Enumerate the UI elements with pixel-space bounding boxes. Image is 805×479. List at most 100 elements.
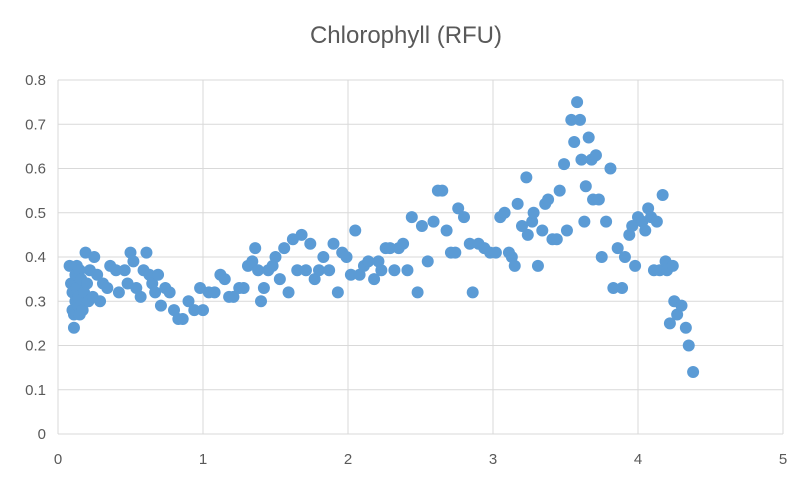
- data-point: [353, 268, 366, 281]
- data-point: [76, 304, 89, 317]
- data-point: [626, 220, 639, 233]
- data-point: [687, 366, 700, 379]
- data-point: [616, 281, 629, 294]
- data-point: [134, 290, 147, 303]
- data-point: [282, 286, 295, 299]
- y-tick-label: 0.1: [25, 382, 46, 399]
- data-point: [415, 220, 428, 233]
- data-point: [516, 220, 528, 233]
- data-point: [101, 281, 114, 294]
- y-axis-ticks: 0 0.1 0.2 0.3 0.4 0.5 0.6 0.7 0.8: [25, 72, 46, 443]
- y-tick-label: 0.7: [25, 116, 46, 133]
- data-point: [682, 339, 695, 352]
- data-point: [368, 273, 381, 286]
- data-point: [656, 189, 669, 202]
- data-point: [118, 264, 131, 277]
- data-point: [449, 246, 462, 259]
- y-tick-label: 0: [38, 426, 46, 443]
- data-point: [405, 211, 418, 224]
- data-point: [152, 268, 165, 281]
- y-tick-label: 0.6: [25, 161, 46, 178]
- data-point: [489, 246, 502, 259]
- data-point: [589, 149, 602, 162]
- y-tick-label: 0.2: [25, 338, 46, 355]
- data-point: [130, 281, 143, 294]
- data-point: [257, 281, 270, 294]
- data-point: [600, 215, 613, 228]
- data-point: [278, 242, 291, 255]
- data-point: [299, 264, 312, 277]
- data-point: [327, 237, 340, 250]
- data-point: [112, 286, 125, 299]
- data-point: [560, 224, 573, 237]
- data-point: [388, 264, 401, 277]
- data-point: [650, 215, 663, 228]
- data-point: [595, 251, 608, 263]
- data-point: [666, 259, 679, 272]
- data-point: [182, 295, 195, 308]
- data-point: [679, 321, 692, 334]
- x-tick-label: 5: [779, 451, 787, 468]
- data-point: [154, 299, 167, 312]
- y-tick-label: 0.3: [25, 293, 46, 310]
- y-tick-label: 0.4: [25, 249, 46, 266]
- data-point: [397, 237, 410, 250]
- data-point: [227, 290, 240, 303]
- data-point: [67, 321, 80, 334]
- x-tick-label: 2: [344, 451, 352, 468]
- data-point: [291, 264, 304, 277]
- data-point: [176, 312, 189, 325]
- data-point: [110, 264, 122, 277]
- data-point: [536, 224, 549, 237]
- data-point: [218, 273, 231, 286]
- data-point: [88, 251, 101, 263]
- data-point: [421, 255, 434, 268]
- data-point: [168, 304, 180, 317]
- data-point: [511, 197, 524, 210]
- x-tick-label: 1: [199, 451, 207, 468]
- data-point: [249, 242, 262, 255]
- data-point: [273, 273, 286, 286]
- data-point: [571, 96, 584, 109]
- data-point: [526, 215, 539, 228]
- y-tick-label: 0.5: [25, 205, 46, 222]
- data-point: [663, 317, 676, 330]
- data-point: [246, 255, 259, 268]
- data-point: [466, 286, 479, 299]
- data-point: [91, 268, 104, 281]
- data-point: [269, 251, 282, 263]
- data-point: [675, 299, 688, 312]
- data-point: [197, 304, 209, 317]
- data-point: [436, 184, 449, 197]
- data-point: [349, 224, 362, 237]
- data-point: [237, 281, 250, 294]
- data-point: [618, 251, 631, 263]
- data-point: [308, 273, 321, 286]
- data-point: [639, 224, 652, 237]
- data-point: [163, 286, 176, 299]
- data-point: [458, 211, 470, 224]
- data-point: [255, 295, 267, 308]
- data-point: [73, 264, 86, 277]
- data-point: [592, 193, 605, 206]
- data-point: [531, 259, 544, 272]
- data-point: [565, 113, 578, 126]
- data-point: [313, 264, 325, 277]
- data-point: [553, 184, 566, 197]
- data-point: [317, 251, 330, 263]
- data-point: [362, 255, 375, 268]
- data-point: [463, 237, 476, 250]
- data-point: [94, 295, 107, 308]
- data-point: [127, 255, 140, 268]
- data-point: [520, 171, 533, 184]
- data-point: [344, 268, 357, 281]
- data-point: [252, 264, 265, 277]
- data-point: [452, 202, 465, 215]
- data-point: [611, 242, 624, 255]
- data-point: [671, 308, 684, 321]
- data-points: [63, 96, 700, 379]
- data-point: [340, 251, 353, 263]
- data-point: [579, 180, 592, 193]
- data-point: [574, 113, 586, 126]
